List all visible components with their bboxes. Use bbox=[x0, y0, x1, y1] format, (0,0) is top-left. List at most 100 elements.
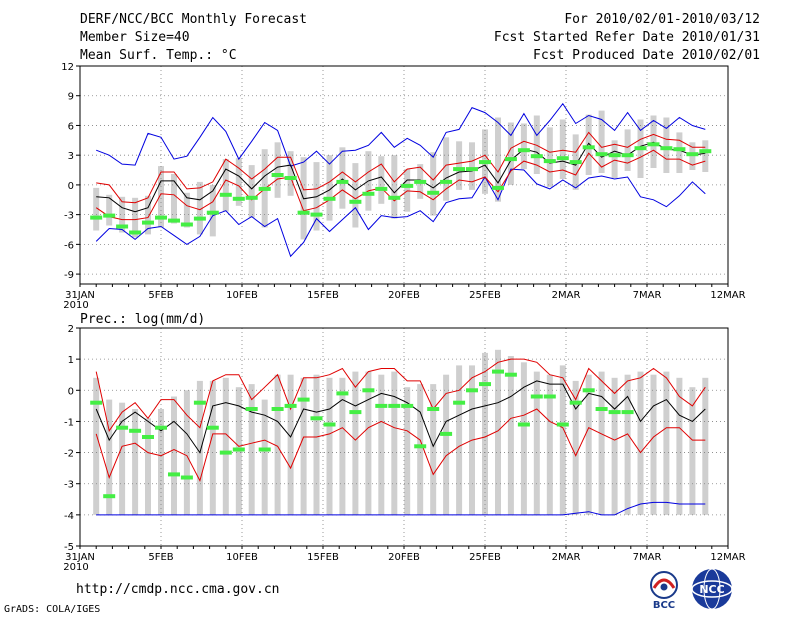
observed-marker bbox=[362, 191, 375, 196]
observed-marker bbox=[530, 154, 543, 159]
spread-bar bbox=[430, 384, 437, 515]
temperature-panel: 12 9 6 3 0 -3 -6 -9 31JAN 5FEB 10FEB 15FEB 20FEB 25FE… bbox=[61, 62, 745, 311]
observed-marker bbox=[180, 475, 193, 480]
observed-marker bbox=[103, 213, 116, 218]
spread-bar bbox=[559, 119, 566, 179]
x-tick-label: 12MAR bbox=[710, 290, 745, 301]
spread-bar bbox=[663, 117, 670, 173]
spread-bar bbox=[702, 377, 709, 515]
observed-marker bbox=[375, 186, 388, 191]
observed-marker bbox=[219, 450, 232, 455]
observed-marker bbox=[349, 199, 362, 204]
x-tick-label: 2MAR bbox=[552, 552, 581, 563]
observed-marker bbox=[232, 196, 245, 201]
x-tick-label: 20FEB bbox=[388, 290, 420, 301]
x-tick-label: 12MAR bbox=[710, 552, 745, 563]
fcst-started-label: Fcst Started Refer Date 2010/01/31 bbox=[493, 30, 760, 45]
y-tick-label: 0 bbox=[68, 181, 74, 192]
spread-bar bbox=[183, 390, 190, 515]
observed-marker bbox=[375, 403, 388, 408]
y-tick-label: 12 bbox=[61, 62, 74, 73]
observed-marker bbox=[336, 179, 349, 184]
spread-bar bbox=[209, 184, 216, 237]
spread-bar bbox=[339, 147, 346, 209]
ncc-logo-orbit bbox=[691, 580, 733, 598]
observed-marker bbox=[699, 149, 712, 154]
spread-bar bbox=[456, 141, 463, 190]
y-tick-label: -1 bbox=[64, 417, 74, 428]
spread-bar bbox=[145, 418, 151, 515]
spread-bar bbox=[507, 356, 514, 515]
spread-bar bbox=[598, 371, 605, 515]
footer-url[interactable]: http://cmdp.ncc.cma.gov.cn bbox=[76, 582, 280, 597]
y-tick-label: 2 bbox=[68, 324, 74, 335]
y-tick-label: 6 bbox=[68, 121, 74, 132]
spread-bar bbox=[404, 387, 411, 515]
spread-bar bbox=[171, 174, 177, 224]
bcc-logo-arc bbox=[652, 578, 676, 589]
observed-marker bbox=[647, 142, 660, 147]
observed-marker bbox=[504, 372, 517, 377]
spread-bar bbox=[93, 377, 100, 515]
observed-marker bbox=[621, 153, 634, 158]
spread-bar bbox=[326, 155, 333, 221]
member-lower-line bbox=[95, 408, 706, 482]
member-size-label: Member Size=40 bbox=[80, 30, 190, 45]
observed-marker bbox=[284, 403, 297, 408]
observed-marker bbox=[634, 146, 647, 151]
spread-bar bbox=[196, 181, 203, 235]
observed-marker bbox=[608, 153, 621, 158]
observed-marker bbox=[258, 447, 271, 452]
observed-marker bbox=[297, 397, 310, 402]
precip-panel-title: Prec.: log(mm/d) bbox=[80, 312, 205, 327]
observed-marker bbox=[414, 444, 427, 449]
spread-bar bbox=[300, 377, 307, 515]
x-tick-label: 2MAR bbox=[552, 290, 581, 301]
spread-bar bbox=[637, 371, 644, 515]
observed-marker bbox=[517, 148, 530, 153]
x-tick-label: 7MAR bbox=[633, 290, 662, 301]
spread-bar bbox=[196, 380, 203, 515]
observed-marker bbox=[401, 183, 414, 188]
spread-bar bbox=[106, 399, 113, 515]
observed-marker bbox=[193, 216, 206, 221]
observed-marker bbox=[142, 220, 154, 225]
spread-bar bbox=[559, 365, 566, 515]
observed-marker bbox=[673, 147, 686, 152]
member-upper-line bbox=[96, 131, 706, 204]
x-tick-label: 31JAN bbox=[65, 290, 95, 301]
bcc-logo-dot bbox=[660, 583, 668, 591]
observed-marker bbox=[206, 425, 219, 430]
observed-marker bbox=[323, 422, 336, 427]
spread-bar bbox=[222, 159, 229, 212]
observed-marker bbox=[595, 407, 608, 411]
spread-bar bbox=[352, 163, 359, 228]
spread-bar bbox=[533, 115, 540, 174]
observed-marker bbox=[556, 422, 569, 427]
y-tick-label: 9 bbox=[68, 92, 74, 103]
observed-marker bbox=[556, 156, 569, 161]
spread-bar bbox=[417, 384, 424, 515]
y-tick-label: -3 bbox=[64, 480, 74, 491]
y-tick-label: 0 bbox=[68, 386, 74, 397]
spread-bar bbox=[611, 377, 618, 515]
y-tick-label: 3 bbox=[68, 151, 74, 162]
spread-bar bbox=[495, 117, 501, 202]
observed-marker bbox=[245, 407, 258, 411]
spread-bar bbox=[132, 409, 139, 515]
spread-bar bbox=[106, 194, 113, 226]
observed-marker bbox=[686, 152, 699, 157]
spread-bar bbox=[274, 374, 281, 515]
spread-bar bbox=[158, 166, 164, 228]
y-tick-label: 1 bbox=[68, 355, 74, 366]
spread-bar bbox=[546, 374, 553, 515]
observed-marker bbox=[492, 369, 504, 374]
spread-bar bbox=[287, 151, 294, 196]
observed-marker bbox=[284, 176, 297, 180]
chart-title: DERF/NCC/BCC Monthly Forecast bbox=[80, 12, 307, 27]
member-upper-line bbox=[95, 358, 706, 433]
observed-marker bbox=[297, 210, 310, 215]
observed-marker bbox=[155, 425, 167, 430]
y-tick-label: -2 bbox=[64, 449, 74, 460]
